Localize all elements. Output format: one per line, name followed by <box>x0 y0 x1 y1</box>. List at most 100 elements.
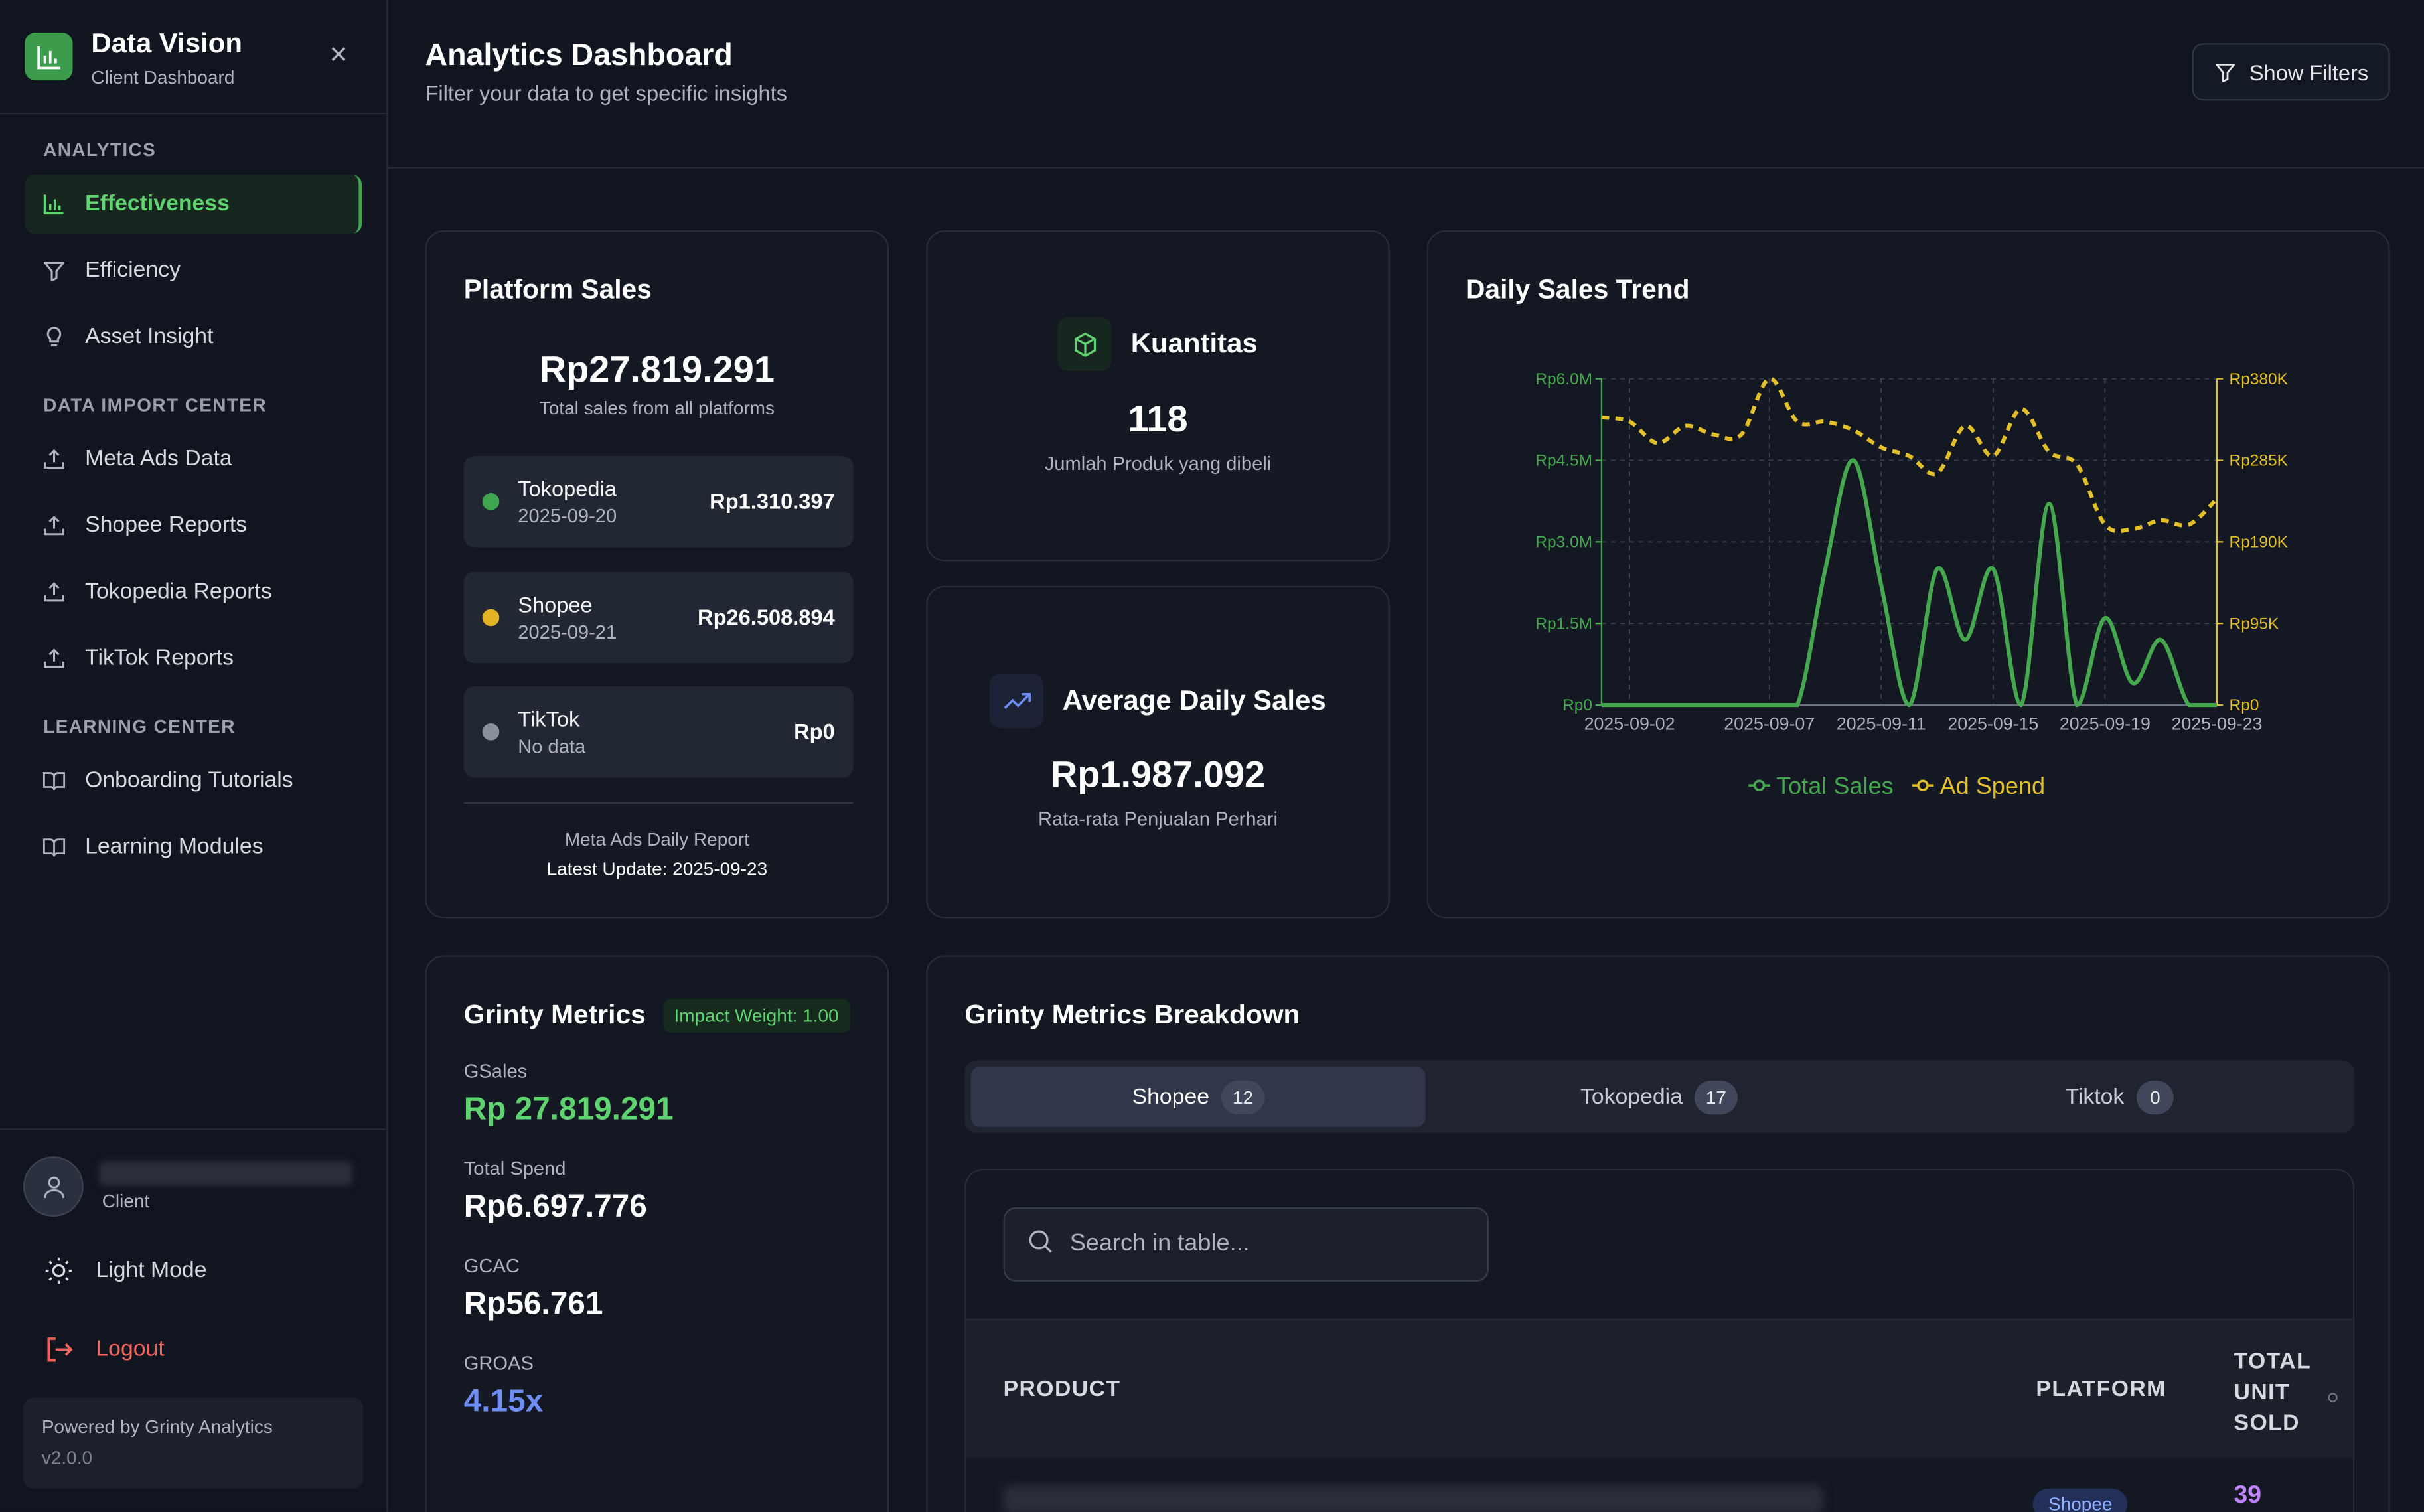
show-filters-button[interactable]: Show Filters <box>2192 43 2390 101</box>
sort-icon[interactable] <box>2326 1384 2339 1412</box>
latest-update-label: Latest Update: 2025-09-23 <box>546 858 768 880</box>
sidebar-item-label: Efficiency <box>85 258 181 283</box>
platform-value: Rp0 <box>794 719 835 744</box>
platform-name: Shopee <box>518 592 593 617</box>
user-avatar-icon[interactable] <box>23 1156 84 1217</box>
user-block: Client Light Mode Logout Powered by Grin… <box>0 1128 387 1512</box>
sidebar-item-learning-modules[interactable]: Learning Modules <box>25 818 362 877</box>
user-email-redacted <box>99 1161 353 1186</box>
platform-sales-title: Platform Sales <box>463 273 652 305</box>
tab-tokopedia[interactable]: Tokopedia 17 <box>1432 1067 1886 1127</box>
avg-daily-value: Rp1.987.092 <box>1050 754 1266 796</box>
sidebar-item-asset-insight[interactable]: Asset Insight <box>25 307 362 366</box>
tab-count-badge: 0 <box>2136 1079 2174 1114</box>
platform-date: No data <box>518 735 586 758</box>
tab-label: Tokopedia <box>1580 1084 1683 1110</box>
column-header-platform[interactable]: PLATFORM <box>2036 1377 2166 1402</box>
y-left-tick-label: Rp0 <box>1562 696 1592 714</box>
upload-icon <box>40 445 68 473</box>
impact-weight-badge: Impact Weight: 1.00 <box>663 998 850 1033</box>
y-right-tick-label: Rp0 <box>2230 696 2259 714</box>
avg-daily-subtitle: Rata-rata Penjualan Perhari <box>1038 808 1278 830</box>
sidebar-item-label: Tokopedia Reports <box>85 579 272 605</box>
avg-daily-header: Average Daily Sales <box>927 674 1388 729</box>
upload-icon <box>40 512 68 540</box>
brand-header: Data Vision Client Dashboard <box>0 0 387 115</box>
platform-date: 2025-09-20 <box>518 505 617 528</box>
average-daily-sales-card: Average Daily Sales Rp1.987.092 Rata-rat… <box>926 585 1390 919</box>
page-subtitle: Filter your data to get specific insight… <box>425 80 788 106</box>
brand-subtitle: Client Dashboard <box>91 66 235 88</box>
quantity-card: Kuantitas 118 Jumlah Produk yang dibeli <box>926 230 1390 562</box>
upload-icon <box>40 578 68 606</box>
sidebar-item-efficiency[interactable]: Efficiency <box>25 241 362 300</box>
y-left-tick-label: Rp3.0M <box>1535 534 1592 552</box>
column-header-product[interactable]: PRODUCT <box>1003 1377 1121 1402</box>
package-icon <box>1058 317 1112 371</box>
status-dot-icon <box>482 609 500 627</box>
y-right-tick-label: Rp380K <box>2230 370 2289 388</box>
sidebar-item-shopee-reports[interactable]: Shopee Reports <box>25 496 362 556</box>
x-tick-label: 2025-09-11 <box>1837 714 1926 733</box>
sidebar-item-onboarding-tutorials[interactable]: Onboarding Tutorials <box>25 751 362 810</box>
metric-label-gcac: GCAC <box>463 1255 520 1277</box>
tab-shopee[interactable]: Shopee 12 <box>970 1067 1426 1127</box>
x-tick-label: 2025-09-23 <box>2171 714 2262 733</box>
metric-value-groas: 4.15x <box>463 1383 544 1420</box>
metric-value-gsales: Rp 27.819.291 <box>463 1091 674 1127</box>
tab-label: Shopee <box>1132 1084 1210 1110</box>
platform-sales-card: Platform Sales Rp27.819.291 Total sales … <box>425 230 889 919</box>
upload-icon <box>40 644 68 672</box>
logout-button[interactable]: Logout <box>42 1333 165 1367</box>
series-line-ad-spend <box>1601 376 2219 534</box>
quantity-header: Kuantitas <box>927 317 1388 371</box>
sidebar-item-label: Asset Insight <box>85 325 214 350</box>
user-role: Client <box>102 1190 150 1213</box>
sidebar-item-label: Onboarding Tutorials <box>85 768 293 793</box>
powered-by-box: Powered by Grinty Analytics v2.0.0 <box>23 1397 364 1489</box>
tab-label: Tiktok <box>2065 1084 2125 1110</box>
light-mode-label: Light Mode <box>96 1258 207 1284</box>
metric-value-total-spend: Rp6.697.776 <box>463 1189 647 1225</box>
x-tick-label: 2025-09-19 <box>2060 714 2151 733</box>
close-sidebar-icon[interactable] <box>326 43 350 68</box>
unit-sold-value: 39 <box>2234 1482 2261 1509</box>
divider <box>463 802 854 804</box>
sidebar-item-tiktok-reports[interactable]: TikTok Reports <box>25 629 362 688</box>
section-label-learning: LEARNING CENTER <box>43 716 236 737</box>
platform-date: 2025-09-21 <box>518 621 617 643</box>
search-box <box>1003 1207 1489 1282</box>
light-mode-button[interactable]: Light Mode <box>42 1254 207 1288</box>
breakdown-title: Grinty Metrics Breakdown <box>964 998 1300 1030</box>
tab-count-badge: 17 <box>1695 1079 1738 1114</box>
sun-icon <box>42 1254 76 1288</box>
search-input[interactable] <box>1069 1230 1457 1258</box>
sidebar-item-tokopedia-reports[interactable]: Tokopedia Reports <box>25 563 362 622</box>
sidebar-item-label: Effectiveness <box>85 191 230 217</box>
platform-row-tiktok: TikTok No data Rp0 <box>463 686 854 778</box>
daily-sales-trend-card: Daily Sales Trend Rp0 Rp1.5M Rp3.0M Rp4.5M R… <box>1426 230 2390 919</box>
logout-icon <box>42 1333 76 1367</box>
page-title: Analytics Dashboard <box>425 38 733 73</box>
sidebar-item-effectiveness[interactable]: Effectiveness <box>25 175 362 234</box>
section-label-analytics: ANALYTICS <box>43 139 157 161</box>
quantity-subtitle: Jumlah Produk yang dibeli <box>1044 453 1272 475</box>
status-dot-icon <box>482 723 500 741</box>
book-icon <box>40 833 68 861</box>
avg-daily-title: Average Daily Sales <box>1062 684 1326 716</box>
filter-icon <box>2214 60 2237 84</box>
sidebar-item-meta-ads-data[interactable]: Meta Ads Data <box>25 429 362 489</box>
bar-chart-logo-icon <box>25 32 73 81</box>
logout-label: Logout <box>96 1337 165 1362</box>
filter-icon <box>40 257 68 285</box>
section-label-data-import: DATA IMPORT CENTER <box>43 394 267 416</box>
version-text: v2.0.0 <box>41 1447 93 1469</box>
platform-value: Rp1.310.397 <box>710 488 835 514</box>
platform-name: TikTok <box>518 706 580 731</box>
legend-label: Ad Spend <box>1940 772 2046 799</box>
x-tick-label: 2025-09-15 <box>1947 714 2038 733</box>
platform-row-tokopedia: Tokopedia 2025-09-20 Rp1.310.397 <box>463 456 854 548</box>
tab-tiktok[interactable]: Tiktok 0 <box>1892 1067 2347 1127</box>
column-header-total-unit-sold[interactable]: TOTAL UNIT SOLD <box>2234 1349 2311 1436</box>
y-left-tick-label: Rp4.5M <box>1535 452 1592 470</box>
